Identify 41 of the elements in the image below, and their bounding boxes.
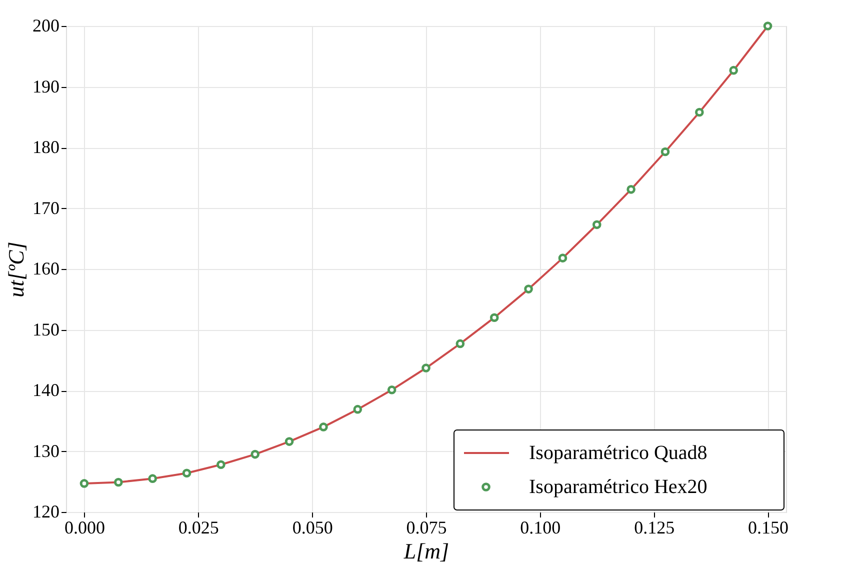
- point: [353, 404, 362, 414]
- point: [763, 22, 772, 30]
- x-tick-label: 0.075: [406, 518, 447, 538]
- point: [250, 450, 260, 459]
- point: [490, 313, 499, 322]
- point: [182, 468, 192, 478]
- y-tick-label: 180: [32, 137, 60, 157]
- legend-label: Isoparamétrico Quad8: [529, 442, 708, 464]
- x-axis-title: L[m]: [402, 538, 450, 564]
- y-tick-label: 140: [32, 380, 60, 400]
- x-tick-label: 0.050: [292, 518, 333, 538]
- y-tick-label: 120: [32, 502, 60, 522]
- point: [114, 478, 123, 487]
- point: [284, 437, 294, 446]
- y-tick-label: 130: [32, 440, 60, 461]
- point: [729, 66, 738, 75]
- point: [660, 147, 670, 156]
- legend-label: Isoparamétrico Hex20: [529, 476, 708, 498]
- point: [387, 385, 396, 394]
- y-tick-label: 190: [32, 76, 60, 96]
- y-tick-label: 160: [32, 258, 60, 278]
- x-tick-label: 0.150: [748, 518, 789, 538]
- point: [592, 220, 602, 230]
- point: [216, 460, 226, 470]
- point: [695, 108, 704, 117]
- point: [80, 479, 89, 488]
- point: [422, 364, 430, 372]
- y-tick-label: 170: [32, 198, 60, 218]
- point: [456, 339, 465, 348]
- point: [558, 254, 568, 262]
- x-tick-label: 0.100: [520, 518, 561, 538]
- point: [524, 284, 533, 294]
- point: [148, 474, 157, 483]
- y-tick-label: 200: [32, 16, 60, 36]
- point: [319, 422, 328, 432]
- y-axis-title: ut[ºC]: [4, 242, 28, 298]
- x-tick-label: 0.125: [634, 518, 675, 538]
- point: [626, 185, 636, 194]
- y-tick-label: 150: [32, 319, 60, 340]
- x-tick-label: 0.025: [178, 518, 219, 538]
- x-tick-label: 0.000: [64, 518, 105, 538]
